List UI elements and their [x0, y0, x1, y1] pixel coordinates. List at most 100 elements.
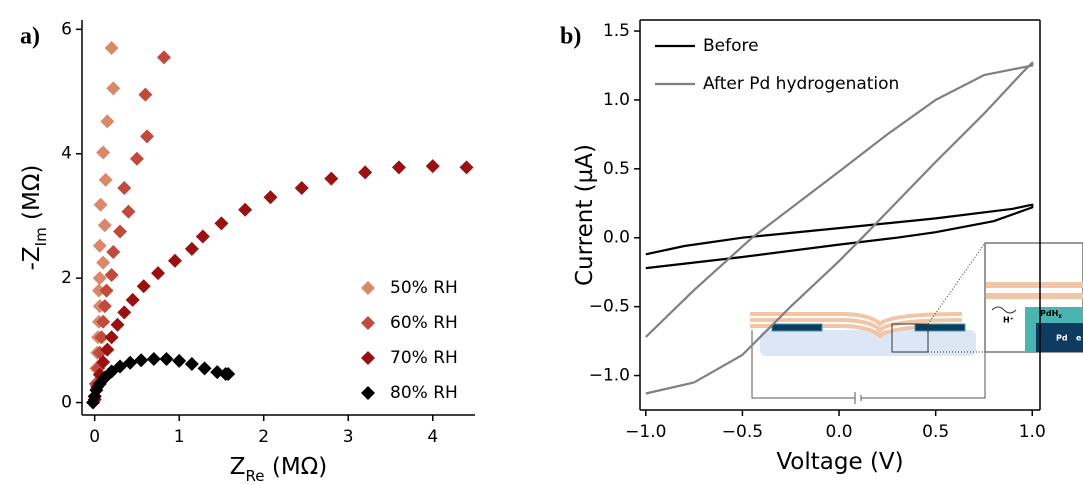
marker [138, 87, 153, 102]
marker [172, 353, 187, 368]
xlabel-sub: Re [246, 467, 265, 484]
marker [97, 299, 112, 314]
electrode [914, 323, 966, 332]
legend-marker [361, 316, 375, 330]
legend-marker [361, 281, 375, 295]
xlabel-rest: (MΩ) [265, 454, 328, 480]
legend-marker [361, 351, 375, 365]
x-tick-label: 0 [89, 427, 100, 447]
y-tick-label: 0.5 [603, 159, 630, 179]
legend-label: 80% RH [390, 383, 458, 403]
x-tick-label: 0.0 [826, 422, 853, 442]
y-tick-label: 1.5 [603, 21, 630, 41]
xlabel-main: Z [230, 454, 246, 480]
inset-label: PdHx [1040, 309, 1062, 321]
zoom-box [891, 323, 929, 353]
ylabel: -ZIm (MΩ) [19, 165, 50, 271]
marker [104, 330, 119, 345]
ylabel-sub: Im [32, 227, 50, 246]
legend-marker [361, 386, 375, 400]
marker [294, 180, 309, 195]
marker [197, 361, 212, 376]
ylabel-main: Current (µA) [572, 144, 598, 286]
marker [100, 342, 115, 357]
xlabel: ZRe (MΩ) [230, 454, 327, 484]
marker [324, 171, 339, 186]
y-tick-label: 1.0 [603, 90, 630, 110]
marker [151, 266, 166, 281]
marker [100, 114, 115, 129]
inset-diagram: H⁺ PdHx Pd e [750, 242, 1083, 404]
marker [97, 218, 112, 233]
legend-label: Before [703, 36, 759, 56]
marker [96, 145, 111, 160]
legend-label: After Pd hydrogenation [703, 74, 899, 94]
marker [214, 216, 229, 231]
x-tick-label: −1.0 [625, 422, 666, 442]
marker [92, 238, 107, 253]
marker [146, 352, 161, 367]
inset-label: e [1076, 334, 1082, 343]
ylabel-main: -Z [19, 246, 45, 270]
marker [96, 314, 111, 329]
y-tick-label: 0 [61, 393, 72, 413]
x-tick-label: 3 [343, 427, 354, 447]
marker [358, 165, 373, 180]
x-tick-label: 4 [427, 427, 438, 447]
h-path [991, 306, 1017, 314]
marker [113, 224, 128, 239]
y-tick-label: −1.0 [589, 366, 630, 386]
panel-label: a) [20, 24, 40, 50]
legend-label: 70% RH [390, 348, 458, 368]
panel-label: b) [560, 24, 581, 50]
marker [140, 129, 155, 144]
marker [134, 353, 149, 368]
marker [117, 180, 132, 195]
x-tick-label: 1.0 [1019, 422, 1046, 442]
marker [263, 190, 278, 205]
marker [125, 292, 140, 307]
xlabel-main: Voltage (V) [776, 449, 903, 475]
marker [96, 255, 111, 270]
polymer-layer [986, 282, 1083, 288]
circuit [751, 330, 986, 404]
polymer-layer [986, 293, 1083, 299]
legend-label: 60% RH [390, 313, 458, 333]
marker [98, 172, 113, 187]
inset-label: H⁺ [1003, 316, 1014, 325]
marker [104, 268, 119, 283]
marker [96, 355, 111, 370]
marker [117, 305, 132, 320]
y-tick-label: 2 [61, 268, 72, 288]
inset-label: x [1058, 313, 1062, 320]
marker [129, 151, 144, 166]
marker [167, 253, 182, 268]
xlabel: Voltage (V) [776, 449, 903, 475]
substrate [760, 330, 976, 356]
y-tick-label: 4 [61, 144, 72, 164]
pd-layer [1036, 323, 1083, 352]
inset-label: PdH [1040, 309, 1058, 318]
x-tick-label: 1 [174, 427, 185, 447]
marker [99, 283, 114, 298]
marker [123, 355, 138, 370]
marker [459, 160, 474, 175]
marker [156, 50, 171, 65]
y-tick-label: −0.5 [589, 297, 630, 317]
marker [104, 40, 119, 55]
marker [425, 159, 440, 174]
y-tick-label: 0.0 [603, 228, 630, 248]
marker [159, 352, 174, 367]
ylabel-rest: (MΩ) [19, 165, 45, 228]
marker [121, 204, 136, 219]
marker [184, 356, 199, 371]
inset-label: Pd [1056, 334, 1068, 343]
marker [110, 317, 125, 332]
marker [391, 160, 406, 175]
x-tick-label: 0.5 [922, 422, 949, 442]
x-tick-label: 2 [258, 427, 269, 447]
marker [106, 245, 121, 260]
zoom-lines [927, 242, 986, 353]
ylabel: Current (µA) [572, 144, 598, 286]
